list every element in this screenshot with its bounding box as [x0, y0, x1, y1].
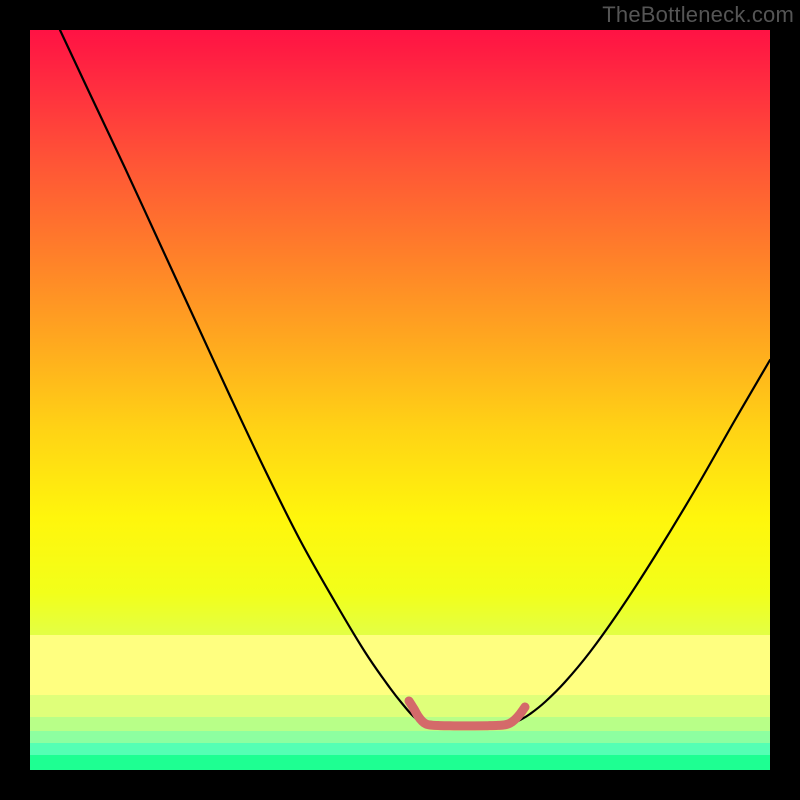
- bright-band: [30, 695, 770, 717]
- bright-band: [30, 743, 770, 755]
- chart-canvas: TheBottleneck.com: [0, 0, 800, 800]
- bright-band: [30, 755, 770, 770]
- watermark-text: TheBottleneck.com: [596, 0, 800, 30]
- bright-band: [30, 731, 770, 743]
- bright-band: [30, 717, 770, 731]
- bright-band: [30, 635, 770, 695]
- chart-svg: [0, 0, 800, 800]
